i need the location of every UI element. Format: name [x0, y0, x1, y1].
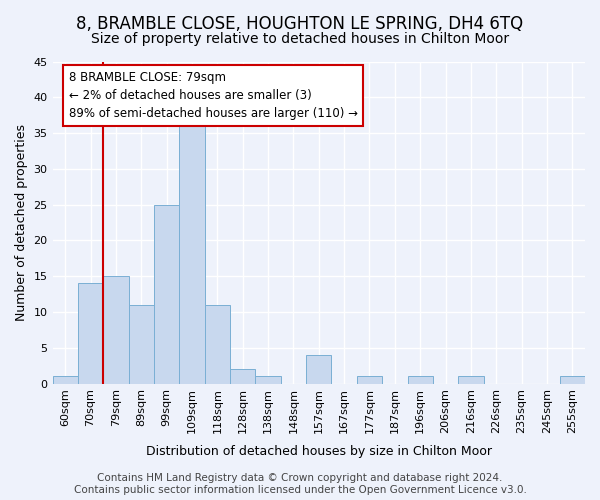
Bar [407, 376, 433, 384]
Text: 8, BRAMBLE CLOSE, HOUGHTON LE SPRING, DH4 6TQ: 8, BRAMBLE CLOSE, HOUGHTON LE SPRING, DH… [76, 15, 524, 33]
Bar [306, 355, 331, 384]
Bar [205, 305, 230, 384]
Bar [458, 376, 484, 384]
Text: Contains HM Land Registry data © Crown copyright and database right 2024.
Contai: Contains HM Land Registry data © Crown c… [74, 474, 526, 495]
Bar [256, 376, 281, 384]
Text: Size of property relative to detached houses in Chilton Moor: Size of property relative to detached ho… [91, 32, 509, 46]
Bar [179, 118, 205, 384]
Bar [53, 376, 78, 384]
Bar [154, 204, 179, 384]
Bar [103, 276, 128, 384]
Bar [357, 376, 382, 384]
Bar [230, 369, 256, 384]
Bar [128, 305, 154, 384]
Y-axis label: Number of detached properties: Number of detached properties [15, 124, 28, 321]
Text: 8 BRAMBLE CLOSE: 79sqm
← 2% of detached houses are smaller (3)
89% of semi-detac: 8 BRAMBLE CLOSE: 79sqm ← 2% of detached … [68, 71, 358, 120]
Bar [78, 284, 103, 384]
Bar [560, 376, 585, 384]
X-axis label: Distribution of detached houses by size in Chilton Moor: Distribution of detached houses by size … [146, 444, 492, 458]
